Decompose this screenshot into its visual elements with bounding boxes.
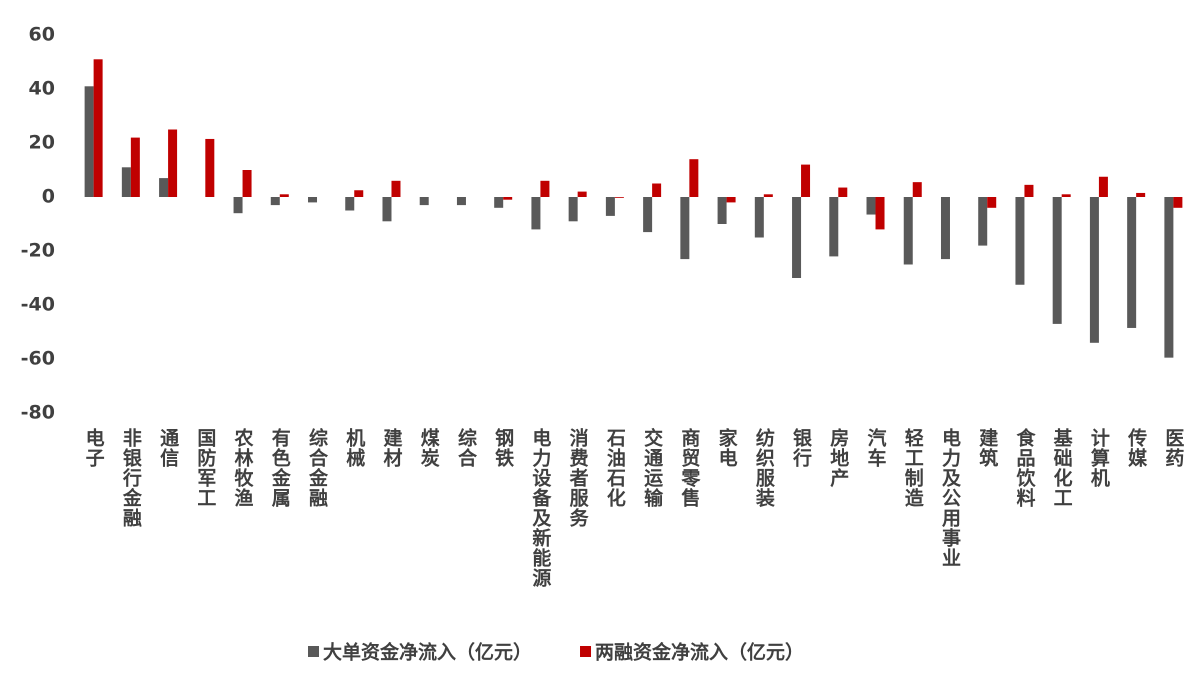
bar	[1127, 197, 1137, 328]
x-tick-label: 电子	[83, 427, 105, 468]
x-tick-label: 综合金融	[306, 427, 329, 508]
bar	[978, 197, 988, 246]
y-tick-label: 20	[29, 132, 55, 154]
bar	[717, 197, 727, 224]
bar	[1173, 197, 1183, 208]
bar	[93, 59, 103, 197]
x-tick-label: 汽车	[865, 427, 887, 468]
x-tick-label: 纺织服装	[753, 427, 776, 508]
bar	[531, 197, 541, 230]
bar	[1061, 194, 1071, 197]
bar	[1136, 192, 1146, 197]
y-tick-label: 60	[29, 24, 55, 46]
x-tick-label: 非银行金融	[120, 428, 143, 528]
x-tick-label: 家电	[716, 427, 738, 468]
x-tick-label: 建材	[380, 427, 402, 468]
legend-swatch	[308, 646, 319, 657]
bar	[168, 129, 178, 197]
bar	[205, 138, 215, 197]
bar	[987, 197, 997, 208]
bar	[308, 197, 318, 203]
x-tick-label: 有色金属	[269, 427, 292, 508]
bar	[568, 197, 578, 222]
x-tick-label: 国防军工	[194, 428, 216, 508]
bar	[829, 197, 839, 257]
bar	[866, 197, 876, 215]
bar	[354, 190, 364, 197]
bar	[652, 183, 662, 197]
x-tick-label: 传媒	[1125, 427, 1148, 468]
legend-label: 大单资金净流入（亿元）	[323, 641, 532, 664]
bar	[614, 197, 624, 198]
bar	[1015, 197, 1025, 285]
bar	[643, 197, 653, 233]
bar	[419, 197, 429, 206]
bar	[754, 197, 764, 238]
x-tick-label: 医药	[1162, 428, 1184, 468]
bar	[121, 167, 131, 197]
x-tick-label: 银行	[790, 427, 813, 468]
bar	[456, 197, 466, 206]
bar	[159, 178, 169, 197]
y-tick-label: -80	[21, 402, 55, 424]
bar	[382, 197, 392, 222]
bar	[503, 197, 513, 200]
bar	[875, 197, 885, 230]
bar	[1024, 184, 1034, 197]
x-tick-label: 煤炭	[418, 428, 440, 468]
bar	[391, 180, 401, 197]
y-tick-label: 0	[42, 186, 55, 208]
x-tick-label: 农林牧渔	[232, 427, 255, 508]
bar	[1089, 197, 1099, 343]
x-tick-label: 钢铁	[492, 428, 514, 468]
bar	[689, 159, 699, 197]
bar	[279, 194, 289, 197]
x-tick-label: 建筑	[976, 427, 998, 468]
legend-label: 两融资金净流入（亿元）	[595, 641, 804, 664]
bar	[1052, 197, 1062, 324]
x-tick-label: 房地产	[827, 427, 849, 488]
x-tick-label: 消费者服务	[567, 427, 589, 528]
x-tick-label: 石油石化	[604, 428, 627, 508]
x-tick-label: 计算机	[1088, 428, 1110, 488]
x-tick-label: 轻工制造	[902, 427, 924, 508]
y-tick-label: -20	[21, 240, 55, 262]
x-tick-label: 机械	[343, 428, 365, 468]
bar	[912, 182, 922, 197]
bar	[233, 197, 243, 214]
y-tick-label: -60	[21, 348, 55, 370]
bar	[242, 170, 252, 197]
bar	[801, 164, 811, 197]
x-tick-label: 食品饮料	[1013, 427, 1036, 508]
bar	[345, 197, 355, 211]
bar	[726, 197, 736, 203]
bar	[540, 180, 550, 197]
x-tick-label: 商贸零售	[678, 427, 701, 508]
x-tick-label: 电力设备及新能源	[529, 427, 552, 588]
legend-swatch	[580, 646, 592, 657]
bar	[792, 197, 802, 278]
x-tick-label: 综合	[455, 427, 477, 468]
bar	[270, 197, 280, 206]
bar	[1098, 176, 1108, 197]
x-tick-label: 基础化工	[1051, 427, 1074, 508]
bar	[130, 137, 140, 197]
bar	[680, 197, 690, 260]
bar	[838, 187, 848, 197]
bar	[577, 191, 587, 197]
bar	[940, 197, 950, 260]
bar	[903, 197, 913, 265]
bar	[494, 197, 504, 208]
bar	[605, 197, 615, 216]
y-tick-label: -40	[21, 294, 55, 316]
bar	[84, 86, 94, 197]
x-tick-label: 电力及公用事业	[939, 427, 961, 568]
x-tick-label: 通信	[157, 428, 179, 468]
bar	[1164, 197, 1174, 358]
bar	[763, 194, 773, 197]
y-tick-label: 40	[29, 78, 55, 100]
x-tick-label: 交通运输	[641, 427, 663, 508]
